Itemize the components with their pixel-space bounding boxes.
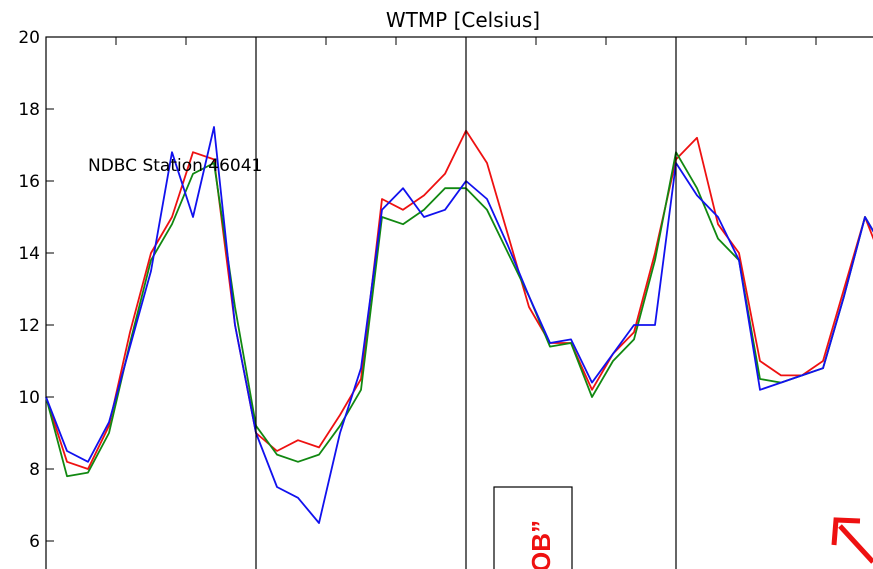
callout-text: OB” bbox=[526, 520, 556, 569]
y-tick-label: 8 bbox=[29, 460, 40, 480]
plot-area-frame bbox=[45, 36, 873, 569]
tick-layer: 6 8 10 12 14 16 18 20 bbox=[18, 28, 817, 552]
y-tick-label: 6 bbox=[29, 532, 40, 552]
chart-title: WTMP [Celsius] bbox=[386, 8, 540, 32]
station-annotation: NDBC Station 46041 bbox=[88, 156, 262, 176]
y-tick-label: 12 bbox=[18, 316, 40, 336]
y-tick-label: 14 bbox=[18, 244, 40, 264]
y-tick-label: 18 bbox=[18, 100, 40, 120]
y-tick-label: 10 bbox=[18, 388, 40, 408]
arrow-icon bbox=[831, 517, 873, 564]
y-tick-label: 20 bbox=[18, 28, 40, 48]
y-tick-label: 16 bbox=[18, 172, 40, 192]
divider-layer bbox=[255, 37, 677, 569]
callout-box: OB” bbox=[493, 486, 573, 569]
